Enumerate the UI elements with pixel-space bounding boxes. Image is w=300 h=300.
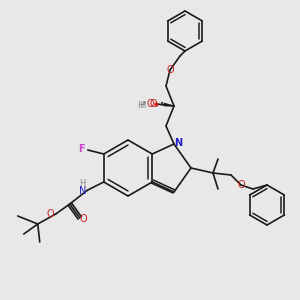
Text: •: •: [160, 101, 164, 107]
Text: N: N: [79, 186, 86, 196]
Text: H: H: [139, 101, 145, 110]
Text: N: N: [174, 138, 182, 148]
Text: F: F: [78, 144, 85, 154]
Text: •: •: [142, 98, 146, 107]
Text: H: H: [137, 100, 143, 109]
Text: O: O: [146, 99, 154, 109]
Text: O: O: [166, 65, 174, 75]
Text: H: H: [80, 179, 86, 188]
Text: O: O: [237, 180, 245, 190]
Text: O: O: [149, 99, 157, 109]
Text: O: O: [80, 214, 88, 224]
Polygon shape: [164, 103, 174, 106]
Text: O: O: [47, 209, 55, 219]
